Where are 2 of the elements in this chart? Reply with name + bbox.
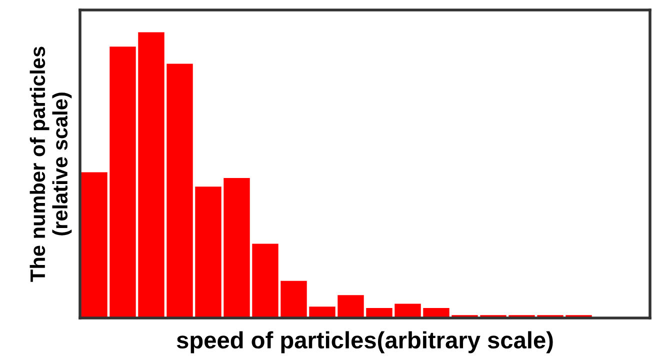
y-axis-title: The number of particles (relative scale) — [30, 46, 72, 282]
x-axis-title: speed of particles(arbitrary scale) — [176, 331, 553, 354]
